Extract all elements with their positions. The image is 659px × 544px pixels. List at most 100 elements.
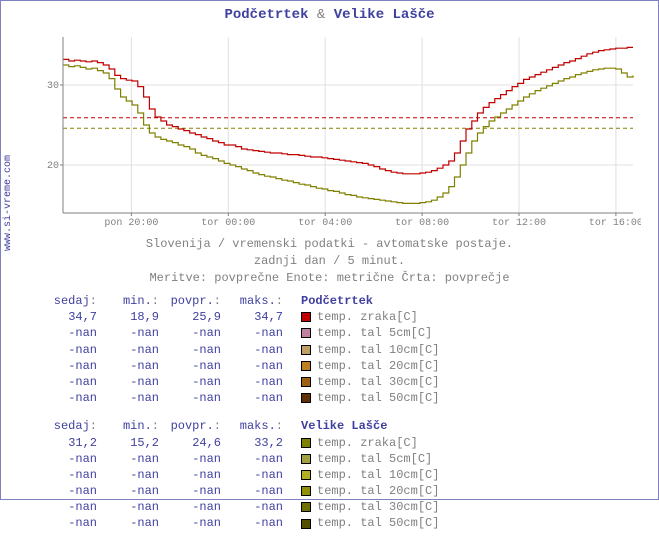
color-swatch [301, 438, 311, 448]
line-chart: 2030pon 20:00tor 00:00tor 04:00tor 08:00… [41, 31, 641, 231]
stat-cell: -nan [41, 358, 103, 374]
legend-cell: temp. tal 20cm[C] [289, 358, 439, 374]
col-header: min.: [103, 418, 165, 434]
legend-cell: temp. zraka[C] [289, 309, 418, 325]
legend-label: temp. tal 10cm[C] [317, 467, 439, 483]
legend-label: temp. tal 20cm[C] [317, 358, 439, 374]
stat-cell: -nan [41, 451, 103, 467]
svg-text:tor 12:00: tor 12:00 [492, 218, 546, 229]
stat-cell: -nan [165, 451, 227, 467]
stat-cell: -nan [227, 515, 289, 531]
stat-cell: -nan [103, 467, 165, 483]
svg-text:tor 04:00: tor 04:00 [298, 218, 352, 229]
legend-label: temp. tal 5cm[C] [317, 451, 432, 467]
stat-cell: -nan [165, 483, 227, 499]
stat-cell: -nan [165, 467, 227, 483]
stat-cell: -nan [227, 499, 289, 515]
legend-cell: temp. tal 10cm[C] [289, 342, 439, 358]
svg-text:tor 00:00: tor 00:00 [201, 218, 255, 229]
stat-cell: -nan [41, 374, 103, 390]
stat-cell: -nan [103, 342, 165, 358]
legend-cell: temp. tal 50cm[C] [289, 390, 439, 406]
stats-row: -nan-nan-nan-nantemp. tal 10cm[C] [41, 342, 638, 358]
stats-row: -nan-nan-nan-nantemp. tal 5cm[C] [41, 325, 638, 341]
svg-text:30: 30 [47, 81, 59, 92]
stat-cell: -nan [103, 499, 165, 515]
chart-frame: www.si-vreme.com Podčetrtek & Velike Laš… [0, 0, 659, 500]
color-swatch [301, 328, 311, 338]
legend-cell: temp. tal 10cm[C] [289, 467, 439, 483]
legend-cell: temp. tal 50cm[C] [289, 515, 439, 531]
stat-cell: -nan [103, 390, 165, 406]
stat-cell: 34,7 [227, 309, 289, 325]
legend-label: temp. tal 5cm[C] [317, 325, 432, 341]
stat-cell: -nan [165, 358, 227, 374]
stats-row: -nan-nan-nan-nantemp. tal 20cm[C] [41, 483, 638, 499]
stat-cell: -nan [227, 390, 289, 406]
chart-subtitle: Slovenija / vremenski podatki - avtomats… [1, 236, 658, 286]
stats-row: 31,215,224,633,2temp. zraka[C] [41, 435, 638, 451]
stat-cell: -nan [227, 358, 289, 374]
title-amp: & [317, 7, 325, 23]
legend-cell: temp. tal 5cm[C] [289, 325, 432, 341]
color-swatch [301, 519, 311, 529]
stat-cell: -nan [103, 515, 165, 531]
title-b: Velike Lašče [334, 7, 435, 23]
stat-cell: -nan [103, 325, 165, 341]
stat-cell: -nan [41, 390, 103, 406]
svg-text:tor 16:00: tor 16:00 [589, 218, 641, 229]
stat-cell: -nan [165, 390, 227, 406]
col-header: sedaj: [41, 418, 103, 434]
stat-cell: 25,9 [165, 309, 227, 325]
stat-cell: -nan [227, 451, 289, 467]
stat-cell: -nan [41, 483, 103, 499]
stats-row: -nan-nan-nan-nantemp. tal 30cm[C] [41, 499, 638, 515]
stat-cell: -nan [165, 374, 227, 390]
stat-cell: -nan [227, 325, 289, 341]
stat-cell: 15,2 [103, 435, 165, 451]
color-swatch [301, 486, 311, 496]
stat-cell: -nan [103, 483, 165, 499]
stat-cell: 18,9 [103, 309, 165, 325]
stat-cell: -nan [41, 515, 103, 531]
legend-label: temp. tal 30cm[C] [317, 499, 439, 515]
stat-cell: -nan [41, 499, 103, 515]
svg-text:20: 20 [47, 161, 59, 172]
subtitle-2: zadnji dan / 5 minut. [1, 253, 658, 270]
legend-label: temp. tal 20cm[C] [317, 483, 439, 499]
station-name: Podčetrtek [289, 293, 373, 309]
stat-cell: -nan [165, 499, 227, 515]
stat-cell: -nan [165, 325, 227, 341]
stat-cell: 24,6 [165, 435, 227, 451]
stat-cell: -nan [165, 515, 227, 531]
color-swatch [301, 393, 311, 403]
col-header: min.: [103, 293, 165, 309]
color-swatch [301, 361, 311, 371]
stats-tables: sedaj:min.:povpr.:maks.:Podčetrtek34,718… [41, 293, 638, 544]
stat-cell: -nan [103, 358, 165, 374]
col-header: sedaj: [41, 293, 103, 309]
legend-label: temp. tal 30cm[C] [317, 374, 439, 390]
color-swatch [301, 470, 311, 480]
color-swatch [301, 502, 311, 512]
svg-text:pon 20:00: pon 20:00 [104, 218, 158, 229]
col-header: povpr.: [165, 418, 227, 434]
legend-cell: temp. tal 5cm[C] [289, 451, 432, 467]
legend-cell: temp. tal 20cm[C] [289, 483, 439, 499]
stat-cell: 31,2 [41, 435, 103, 451]
stats-row: 34,718,925,934,7temp. zraka[C] [41, 309, 638, 325]
legend-cell: temp. tal 30cm[C] [289, 374, 439, 390]
stat-cell: -nan [103, 451, 165, 467]
legend-label: temp. zraka[C] [317, 309, 418, 325]
stat-cell: -nan [41, 467, 103, 483]
stats-row: -nan-nan-nan-nantemp. tal 20cm[C] [41, 358, 638, 374]
col-header: maks.: [227, 418, 289, 434]
stat-cell: -nan [41, 342, 103, 358]
subtitle-3: Meritve: povprečne Enote: metrične Črta:… [1, 270, 658, 287]
stat-cell: -nan [227, 374, 289, 390]
stats-row: -nan-nan-nan-nantemp. tal 50cm[C] [41, 515, 638, 531]
stat-cell: -nan [227, 483, 289, 499]
stat-cell: 33,2 [227, 435, 289, 451]
chart-title: Podčetrtek & Velike Lašče [1, 1, 658, 23]
color-swatch [301, 454, 311, 464]
